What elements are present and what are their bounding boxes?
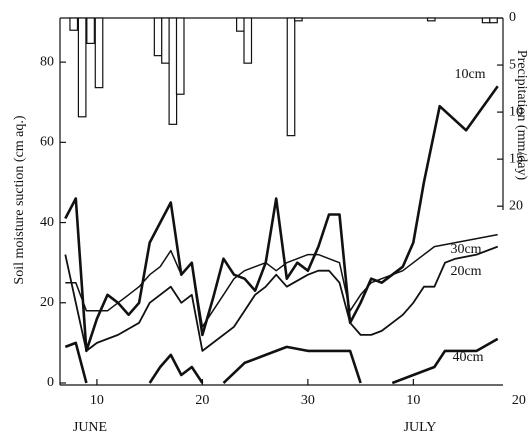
y2-axis-title: Precipitation (mm/day) bbox=[514, 50, 529, 181]
x-tick-label: 10 bbox=[90, 393, 104, 408]
series-label: 20cm bbox=[450, 264, 481, 279]
series-line bbox=[64, 245, 499, 352]
precip-bar bbox=[243, 17, 253, 64]
month-label: JUNE bbox=[73, 420, 107, 435]
y2-tick-label: 20 bbox=[509, 198, 523, 213]
precip-bar bbox=[489, 17, 498, 24]
y-tick-label: 40 bbox=[40, 215, 54, 230]
series-line bbox=[64, 337, 499, 385]
precip-bar bbox=[168, 17, 178, 125]
series-label: 30cm bbox=[450, 242, 481, 257]
precip-bar bbox=[77, 17, 87, 118]
series-line bbox=[64, 85, 499, 353]
precip-bar bbox=[294, 17, 303, 22]
precip-bar bbox=[153, 17, 163, 57]
series-label: 10cm bbox=[454, 67, 485, 82]
y-axis-title: Soil moisture suction (cm aq.) bbox=[12, 115, 27, 284]
y-tick-label: 20 bbox=[40, 295, 54, 310]
x-tick-label: 20 bbox=[195, 393, 209, 408]
x-tick-label: 30 bbox=[301, 393, 315, 408]
series-line bbox=[65, 233, 498, 328]
series-label: 40cm bbox=[452, 350, 483, 365]
y2-tick-label: 0 bbox=[509, 10, 516, 25]
precip-bar bbox=[69, 17, 79, 31]
precip-bar bbox=[94, 17, 104, 89]
precip-bar bbox=[161, 17, 170, 64]
precip-bar bbox=[236, 17, 245, 32]
precip-bar bbox=[286, 17, 296, 137]
precip-bar bbox=[175, 17, 185, 95]
y2-tick-label: 15 bbox=[509, 151, 523, 166]
precip-bar bbox=[481, 17, 491, 24]
y2-tick-label: 10 bbox=[509, 104, 523, 119]
x-tick-label: 10 bbox=[406, 393, 420, 408]
y-tick-label: 60 bbox=[40, 135, 54, 150]
month-label: JULY bbox=[404, 420, 437, 435]
precip-bar bbox=[86, 17, 95, 45]
precip-bar bbox=[426, 17, 436, 22]
x-tick-label: 20 bbox=[512, 393, 526, 408]
y-tick-label: 80 bbox=[40, 54, 54, 69]
y2-tick-label: 5 bbox=[509, 57, 516, 72]
y-tick-label: 0 bbox=[47, 375, 54, 390]
